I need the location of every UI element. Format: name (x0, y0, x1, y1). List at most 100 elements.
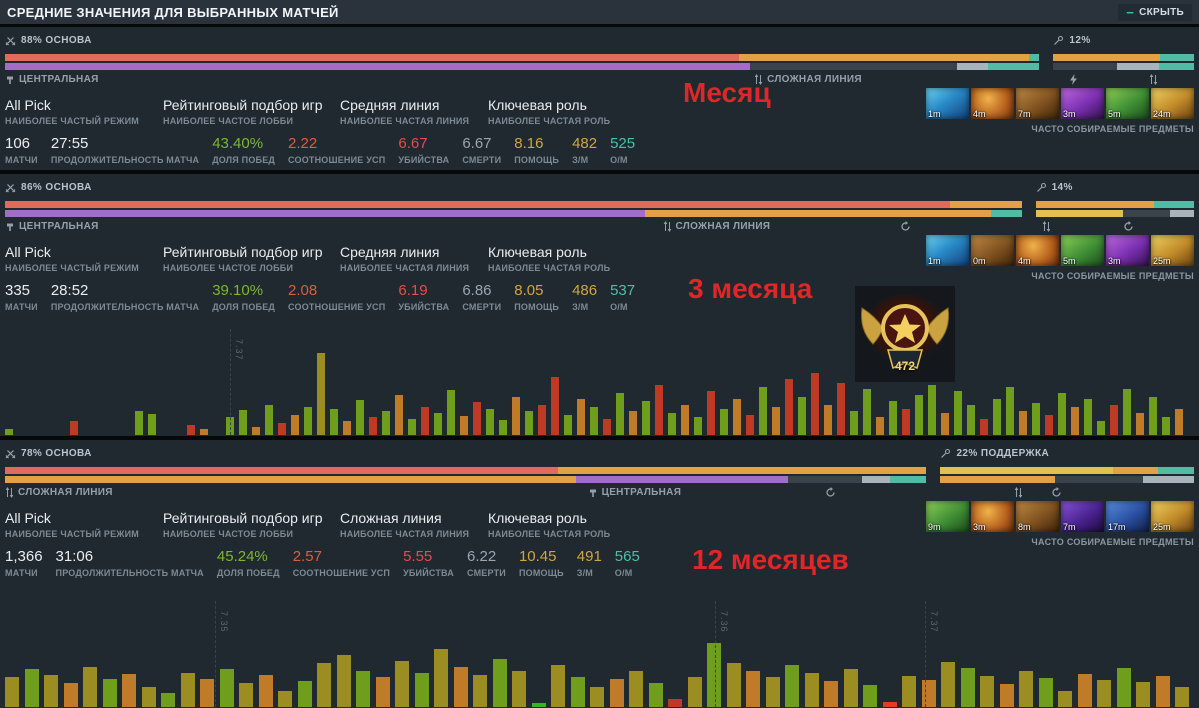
item-icon[interactable]: 4m (971, 88, 1014, 119)
match-bar[interactable] (1019, 671, 1033, 707)
match-bar[interactable] (1155, 676, 1170, 707)
match-bar[interactable] (980, 676, 994, 707)
match-bar[interactable] (499, 420, 507, 435)
match-bar[interactable] (161, 693, 175, 707)
match-bar[interactable] (1058, 691, 1072, 707)
match-bar[interactable] (629, 671, 643, 707)
match-bar[interactable] (473, 402, 481, 435)
hide-button[interactable]: − СКРЫТЬ (1118, 3, 1192, 21)
match-bar[interactable] (434, 649, 448, 707)
match-bar[interactable] (1123, 389, 1131, 435)
match-bar[interactable] (1116, 668, 1131, 707)
item-icon[interactable]: 1m (926, 235, 969, 266)
match-bar[interactable] (941, 662, 955, 707)
item-icon[interactable]: 8m (1016, 501, 1059, 532)
match-bar[interactable] (356, 400, 364, 435)
match-bar[interactable] (1038, 678, 1053, 707)
match-bar[interactable] (804, 673, 819, 707)
match-bar[interactable] (512, 671, 526, 707)
match-bar[interactable] (258, 675, 273, 707)
match-bar[interactable] (960, 668, 975, 707)
match-bar[interactable] (590, 687, 604, 707)
match-bar[interactable] (1071, 407, 1079, 435)
match-bar[interactable] (5, 429, 13, 435)
match-bar[interactable] (512, 397, 520, 435)
match-bar[interactable] (811, 373, 819, 435)
match-bar[interactable] (707, 391, 715, 435)
match-bar[interactable] (148, 414, 156, 435)
match-bar[interactable] (239, 410, 247, 435)
match-bar[interactable] (63, 683, 78, 707)
match-bar[interactable] (772, 407, 780, 435)
match-bar[interactable] (297, 681, 312, 707)
match-bar[interactable] (733, 399, 741, 435)
match-bar[interactable] (395, 661, 409, 707)
match-bar[interactable] (278, 691, 292, 707)
match-bar[interactable] (375, 677, 390, 707)
match-bar[interactable] (453, 667, 468, 707)
match-bar[interactable] (642, 401, 650, 435)
match-bar[interactable] (694, 417, 702, 435)
match-bar[interactable] (492, 659, 507, 707)
item-icon[interactable]: 5m (1061, 235, 1104, 266)
match-bar[interactable] (44, 675, 58, 707)
item-icon[interactable]: 7m (1061, 501, 1104, 532)
item-icon[interactable]: 3m (1106, 235, 1149, 266)
match-bar[interactable] (1110, 405, 1118, 435)
match-bar[interactable] (356, 671, 370, 707)
item-icon[interactable]: 3m (971, 501, 1014, 532)
match-bar[interactable] (473, 675, 487, 707)
match-bar[interactable] (889, 401, 897, 435)
match-bar[interactable] (824, 681, 838, 707)
match-bar[interactable] (1045, 415, 1053, 435)
match-bar[interactable] (265, 405, 273, 435)
match-bar[interactable] (1136, 682, 1150, 707)
match-bar[interactable] (408, 419, 416, 435)
match-bar[interactable] (180, 673, 195, 707)
match-bar[interactable] (603, 419, 611, 435)
match-bar[interactable] (317, 663, 331, 707)
match-bar[interactable] (863, 389, 871, 435)
match-bar[interactable] (954, 391, 962, 435)
item-icon[interactable]: 0m (971, 235, 1014, 266)
match-bar[interactable] (200, 429, 208, 435)
match-bar[interactable] (24, 669, 39, 707)
match-bar[interactable] (785, 665, 799, 707)
match-bar[interactable] (1077, 674, 1092, 707)
match-bar[interactable] (655, 385, 663, 435)
match-bar[interactable] (291, 415, 299, 435)
match-bar[interactable] (648, 683, 663, 707)
match-bar[interactable] (414, 673, 429, 707)
match-bar[interactable] (252, 427, 260, 435)
match-bar[interactable] (765, 677, 780, 707)
match-bar[interactable] (629, 411, 637, 435)
match-bar[interactable] (837, 383, 845, 435)
match-bar[interactable] (941, 413, 949, 435)
match-bar[interactable] (720, 409, 728, 435)
match-bar[interactable] (668, 699, 682, 707)
match-bar[interactable] (967, 405, 975, 435)
match-bar[interactable] (1097, 421, 1105, 435)
match-bar[interactable] (668, 413, 676, 435)
match-bar[interactable] (122, 674, 136, 707)
match-bar[interactable] (1175, 687, 1189, 707)
match-bar[interactable] (1084, 399, 1092, 435)
match-bar[interactable] (824, 405, 832, 435)
item-icon[interactable]: 25m (1151, 235, 1194, 266)
match-bar[interactable] (1058, 393, 1066, 435)
match-bar[interactable] (882, 702, 897, 707)
match-bar[interactable] (1162, 417, 1170, 435)
match-bar[interactable] (278, 423, 286, 435)
match-bar[interactable] (551, 377, 559, 435)
match-bar[interactable] (746, 671, 760, 707)
match-bar[interactable] (609, 679, 624, 707)
match-bar[interactable] (83, 667, 97, 707)
match-bar[interactable] (70, 421, 78, 435)
match-bar[interactable] (681, 405, 689, 435)
match-bar[interactable] (577, 399, 585, 435)
item-icon[interactable]: 24m (1151, 88, 1194, 119)
match-bar[interactable] (570, 677, 585, 707)
item-icon[interactable]: 4m (1016, 235, 1059, 266)
match-bar[interactable] (746, 415, 754, 435)
match-bar[interactable] (1175, 409, 1183, 435)
